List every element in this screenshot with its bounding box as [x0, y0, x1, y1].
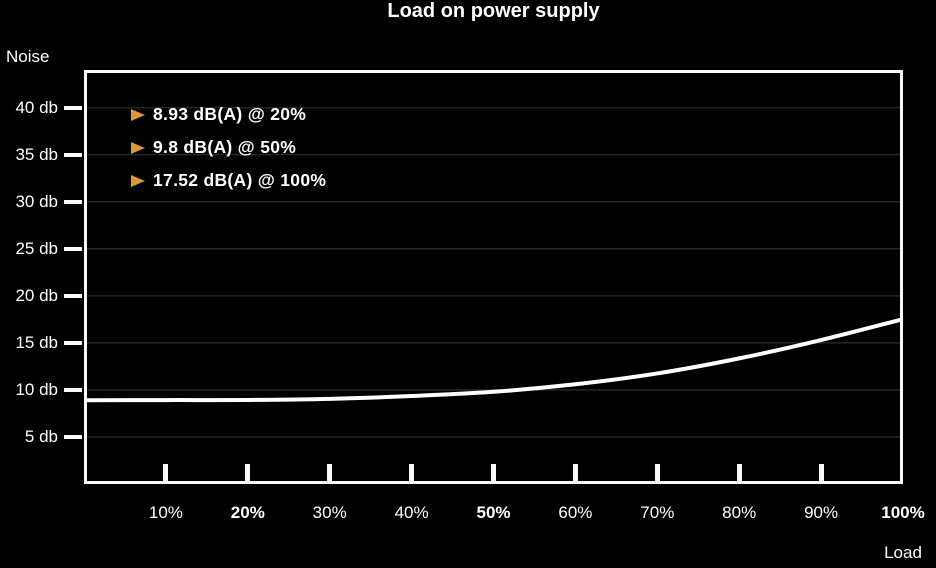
- plot-area: [84, 70, 903, 484]
- x-axis-title: Load: [884, 543, 922, 562]
- y-tick-label: 30 db: [15, 191, 58, 211]
- legend: 8.93 dB(A) @ 20% 9.8 dB(A) @ 50% 17.52 dB(…: [131, 104, 326, 203]
- y-tick-label: 10 db: [15, 379, 58, 399]
- x-tick-label: 100%: [881, 503, 925, 522]
- y-tick-mark: [64, 293, 82, 298]
- y-tick-label: 15 db: [15, 332, 58, 352]
- chart-title: Load on power supply: [387, 0, 600, 22]
- y-tick-label: 5 db: [24, 426, 58, 446]
- x-tick-label: 10%: [148, 503, 183, 522]
- x-tick-label: 90%: [804, 503, 839, 522]
- y-tick-label: 40 db: [15, 97, 58, 117]
- x-tick-mark: [245, 464, 251, 481]
- y-tick-mark: [64, 387, 82, 392]
- x-tick-mark: [654, 464, 660, 481]
- x-tick-mark: [572, 464, 578, 481]
- x-tick-label: 70%: [640, 503, 675, 522]
- plot-svg: [84, 106, 903, 438]
- legend-label: 17.52 dB(A) @ 100%: [153, 170, 327, 190]
- x-tick-label: 20%: [230, 503, 265, 522]
- x-tick-label: 30%: [312, 503, 347, 522]
- y-tick-mark: [64, 152, 82, 157]
- x-tick-label: 40%: [394, 503, 429, 522]
- triangle-marker-icon: [131, 174, 145, 187]
- legend-item: 8.93 dB(A) @ 20%: [131, 104, 326, 125]
- y-tick-mark: [64, 105, 82, 110]
- legend-label: 8.93 dB(A) @ 20%: [153, 104, 307, 124]
- x-tick-mark: [736, 464, 742, 481]
- y-tick-label: 35 db: [15, 144, 58, 164]
- gridlines: [87, 106, 900, 438]
- x-tick-label: 50%: [476, 503, 511, 522]
- y-tick-mark: [64, 340, 82, 345]
- x-tick-mark: [327, 464, 333, 481]
- legend-item: 9.8 dB(A) @ 50%: [131, 137, 326, 158]
- y-axis-title: Noise: [6, 47, 50, 66]
- y-tick-mark: [64, 246, 82, 251]
- legend-item: 17.52 dB(A) @ 100%: [131, 170, 326, 191]
- x-tick-mark: [491, 464, 496, 481]
- y-tick-label: 20 db: [15, 285, 58, 305]
- x-tick-mark: [163, 464, 169, 481]
- x-tick-mark: [818, 464, 824, 481]
- y-tick-mark: [64, 434, 82, 439]
- y-tick-label: 25 db: [15, 238, 58, 258]
- y-tick-mark: [64, 199, 82, 204]
- x-tick-mark: [409, 464, 415, 481]
- x-tick-label: 80%: [722, 503, 757, 522]
- x-tick-label: 60%: [558, 503, 593, 522]
- noise-curve: [84, 317, 903, 403]
- triangle-marker-icon: [131, 141, 145, 154]
- legend-label: 9.8 dB(A) @ 50%: [153, 137, 297, 157]
- triangle-marker-icon: [131, 108, 145, 121]
